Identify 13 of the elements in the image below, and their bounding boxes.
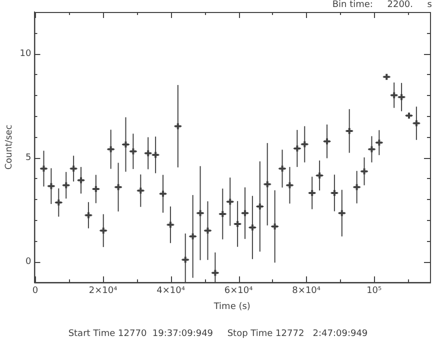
x-axis-title: Time (s): [212, 302, 250, 312]
x-tick-label: 6×10⁴: [224, 286, 254, 296]
y-tick-label: 10: [20, 48, 32, 59]
x-tick-label: 8×10⁴: [292, 286, 321, 296]
y-tick-label: 5: [26, 152, 32, 163]
x-tick-label: 2×10⁴: [88, 286, 118, 296]
text: Start Time 12770 19:37:09:949 Stop Time 12772 2:47:09:949: [67, 329, 369, 339]
x-tick-label: 4×10⁴: [156, 286, 186, 296]
y-axis-title: Count/sec: [4, 124, 15, 170]
x-tick-label: 10⁵: [366, 286, 382, 296]
y-tick-label: 0: [26, 256, 32, 267]
text: Bin time: 2200. s: [332, 0, 432, 10]
x-tick-label: 0: [32, 286, 38, 296]
